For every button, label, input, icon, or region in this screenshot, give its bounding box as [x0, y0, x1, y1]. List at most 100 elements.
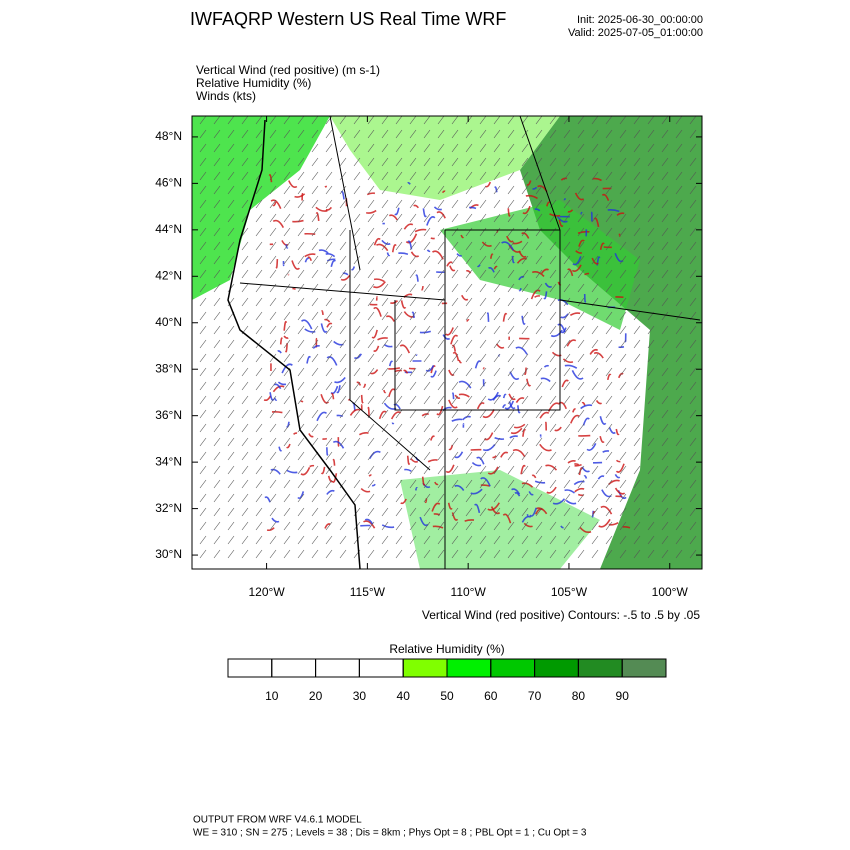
lon-tick-label: 120°W: [249, 585, 286, 599]
vertical-wind-contour: [474, 503, 481, 514]
wind-barb: [577, 423, 585, 433]
vertical-wind-contour: [531, 271, 545, 277]
wind-barb: [661, 367, 669, 377]
wind-barb: [269, 451, 277, 461]
wind-barb: [395, 395, 403, 405]
vertical-wind-contour: [544, 282, 553, 288]
wind-barb: [283, 465, 291, 475]
vertical-wind-contour: [574, 487, 585, 493]
wind-barb: [353, 269, 361, 279]
wind-barb: [409, 479, 417, 489]
wind-barb: [325, 311, 333, 321]
vertical-wind-contour: [502, 513, 512, 524]
wind-barb: [479, 535, 487, 545]
wind-barb: [493, 171, 501, 181]
wind-barb: [563, 451, 571, 461]
vertical-wind-contour: [263, 395, 272, 402]
wind-barb: [465, 269, 473, 279]
wind-barb: [423, 423, 431, 433]
wind-barb: [619, 227, 627, 237]
wind-barb: [227, 157, 235, 167]
vertical-wind-contour: [432, 525, 444, 529]
vertical-wind-contour: [580, 211, 583, 215]
wind-barb: [409, 283, 417, 293]
wind-barb: [605, 129, 613, 139]
wind-barb: [479, 367, 487, 377]
wind-barb: [451, 339, 459, 349]
wind-barb: [521, 157, 529, 167]
vertical-wind-contour: [430, 370, 437, 378]
wind-barb: [311, 409, 319, 419]
wind-barb: [619, 451, 627, 461]
wind-barb: [437, 409, 445, 419]
vertical-wind-contour: [509, 435, 518, 439]
wind-barb: [283, 437, 291, 447]
wind-barb: [241, 115, 249, 125]
vertical-wind-contour: [362, 383, 367, 388]
wind-barb: [521, 507, 529, 517]
vertical-wind-contour: [532, 186, 538, 190]
vertical-wind-contour: [407, 182, 411, 185]
vertical-wind-contour: [501, 241, 515, 251]
wind-barb: [199, 227, 207, 237]
wind-barb: [227, 185, 235, 195]
colorbar-box: [446, 658, 492, 678]
wind-barb: [465, 241, 473, 251]
wind-barb: [409, 367, 417, 377]
wind-barb: [605, 535, 613, 545]
lat-tick-label: 34°N: [155, 454, 182, 468]
wind-barb: [591, 479, 599, 489]
wind-barb: [227, 465, 235, 475]
vertical-wind-contour: [617, 372, 624, 379]
wind-barb: [381, 353, 389, 363]
vertical-wind-contour: [378, 410, 387, 420]
wind-barb: [465, 325, 473, 335]
wind-barb: [451, 269, 459, 279]
vertical-wind-contour: [318, 249, 329, 254]
wind-barb: [311, 129, 319, 139]
wind-barb: [367, 213, 375, 223]
wind-barb: [521, 311, 529, 321]
wind-barb: [325, 465, 333, 475]
vertical-wind-contour: [330, 385, 339, 395]
wind-barb: [451, 381, 459, 391]
wind-barb: [633, 269, 641, 279]
wind-barb: [605, 255, 613, 265]
wind-barb: [647, 535, 655, 545]
wind-barb: [549, 479, 557, 489]
vertical-wind-contour: [522, 205, 531, 215]
wind-barb: [465, 549, 473, 559]
wind-barb: [213, 325, 221, 335]
wind-barb: [549, 339, 557, 349]
vertical-wind-contour: [599, 242, 605, 250]
wind-barb: [241, 283, 249, 293]
wind-barb: [241, 367, 249, 377]
wind-barb: [311, 395, 319, 405]
wind-barb: [255, 353, 263, 363]
wind-barb: [255, 199, 263, 209]
vertical-wind-contour: [449, 265, 456, 272]
vertical-wind-contour: [327, 475, 334, 483]
wind-barb: [605, 283, 613, 293]
wind-barb: [325, 199, 333, 209]
wind-barb: [563, 381, 571, 391]
vertical-wind-contour: [502, 404, 507, 409]
vertical-wind-contour: [560, 525, 564, 529]
vertical-wind-contour: [486, 312, 490, 322]
wind-barb: [661, 255, 669, 265]
wind-barb: [395, 367, 403, 377]
wind-barb: [241, 465, 249, 475]
wind-barb: [325, 185, 333, 195]
wind-barb: [255, 381, 263, 391]
wind-barb: [437, 199, 445, 209]
wind-barb: [255, 493, 263, 503]
vertical-wind-contour: [413, 204, 419, 209]
wind-barb: [465, 227, 473, 237]
vertical-wind-contour: [490, 506, 501, 515]
vertical-wind-contour: [454, 394, 461, 400]
wind-barb: [549, 423, 557, 433]
lon-tick-label: 110°W: [451, 585, 487, 599]
wind-barb: [381, 311, 389, 321]
vertical-wind-contour: [540, 268, 549, 274]
wind-barb: [395, 115, 403, 125]
